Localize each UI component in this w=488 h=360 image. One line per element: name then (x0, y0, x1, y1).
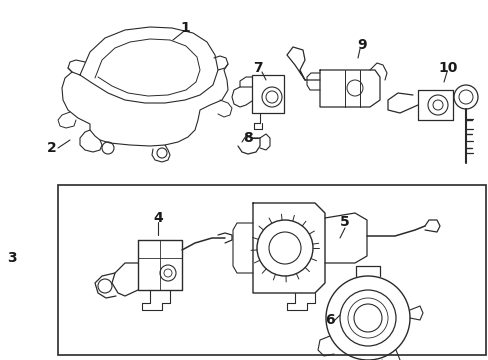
Text: 8: 8 (243, 131, 252, 145)
Bar (251, 75, 284, 113)
Text: 2: 2 (47, 141, 57, 155)
Bar (58, 185, 485, 355)
Text: 6: 6 (325, 313, 334, 327)
Text: 9: 9 (356, 38, 366, 52)
Text: 5: 5 (340, 215, 349, 229)
Text: 3: 3 (7, 251, 17, 265)
Text: 4: 4 (153, 211, 163, 225)
Text: 1: 1 (180, 21, 189, 35)
Text: 7: 7 (253, 61, 262, 75)
Text: 10: 10 (437, 61, 457, 75)
